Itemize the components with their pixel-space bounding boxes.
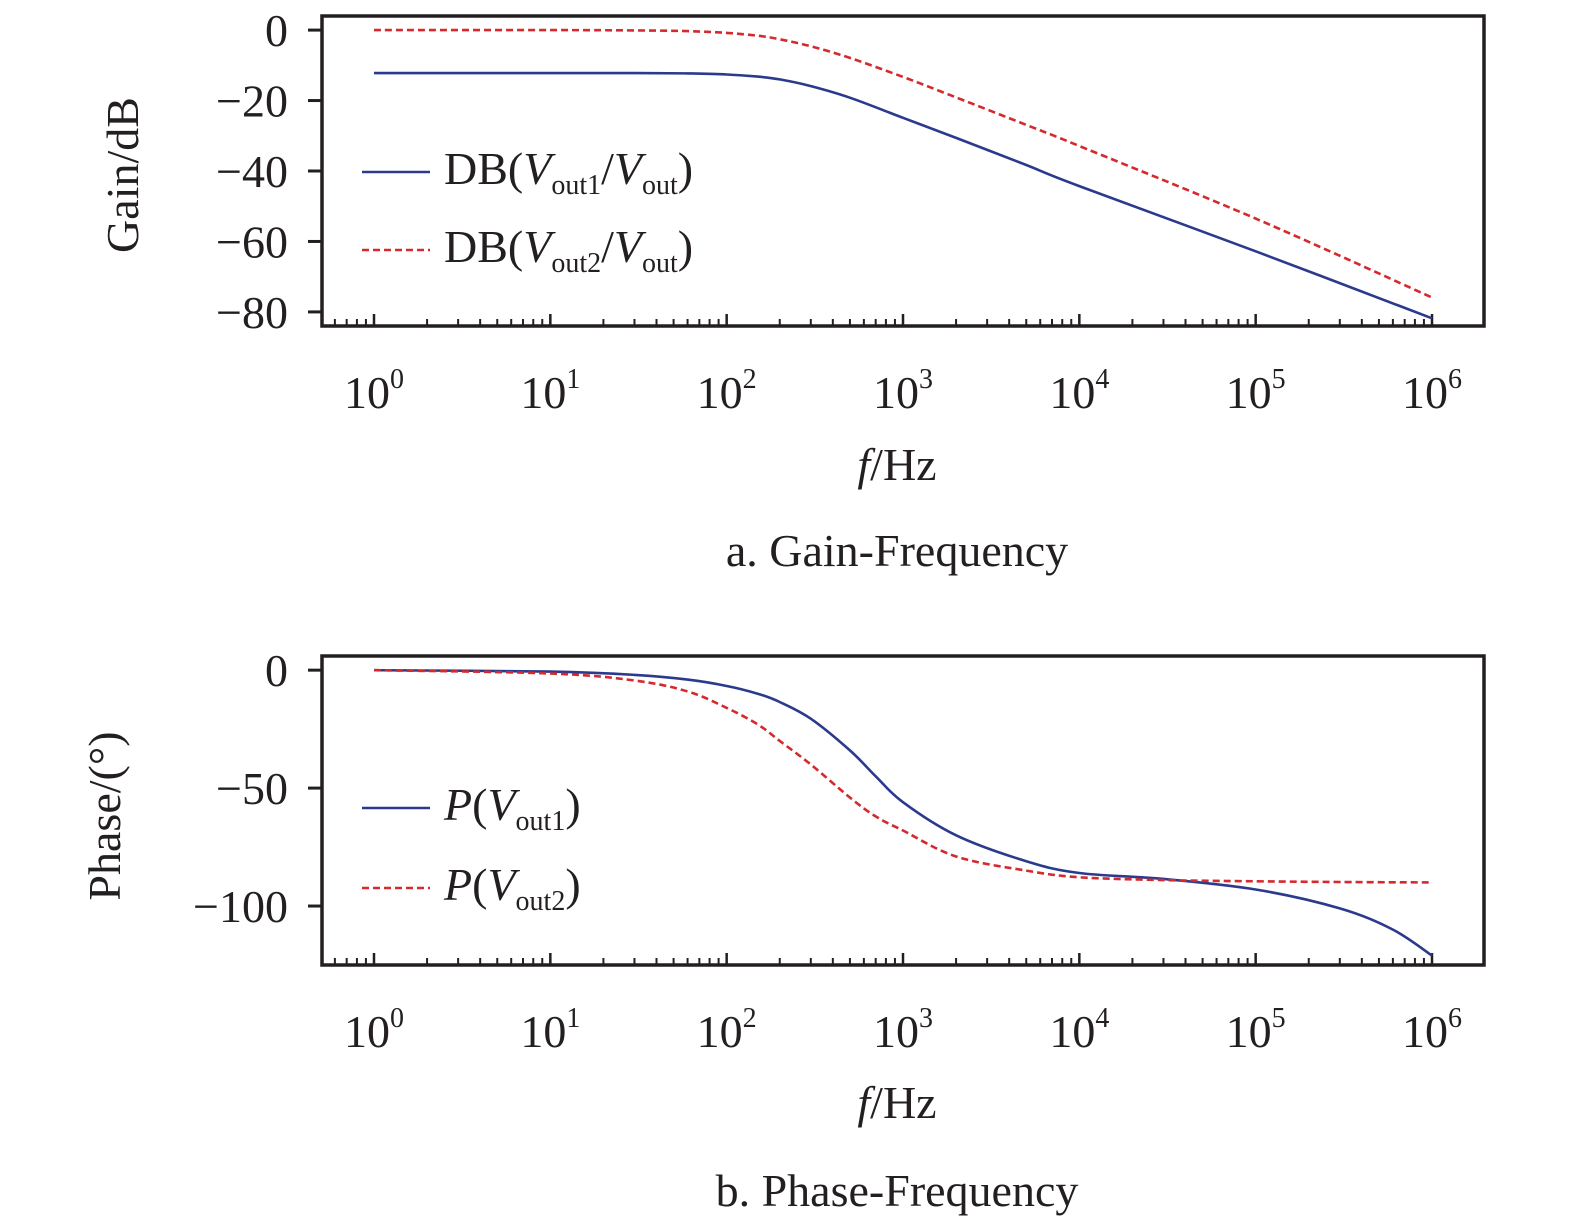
y-axis-label: Gain/dB	[97, 97, 148, 253]
x-tick-exponent: 3	[919, 364, 933, 395]
legend-close: )	[565, 779, 580, 830]
x-tick-base: 10	[344, 367, 390, 418]
x-tick-exponent: 0	[390, 1003, 404, 1034]
phase-frequency-chart: 100 101 102 103 104 105 1060−50−100Phase/(°)f/…	[79, 645, 1486, 1216]
x-tick-exponent: 5	[1272, 1003, 1286, 1034]
x-tick-label: 103	[873, 1003, 933, 1057]
y-tick-label: −40	[216, 146, 288, 197]
legend-var: V	[523, 221, 556, 272]
legend-close: )	[678, 143, 693, 194]
x-tick-base: 10	[1049, 1006, 1095, 1057]
x-tick-label: 101	[520, 1003, 580, 1057]
y-axis-label: Phase/(°)	[79, 731, 130, 900]
y-tick-label: −20	[216, 76, 288, 127]
y-tick-label: −60	[216, 216, 288, 267]
x-tick-label: 100	[344, 1003, 404, 1057]
y-tick-label: −100	[193, 881, 288, 932]
chart-caption: a. Gain-Frequency	[726, 525, 1068, 576]
x-tick-base: 10	[344, 1006, 390, 1057]
x-tick-label: 106	[1402, 364, 1462, 418]
legend-label-2: DB(Vout2/Vout)	[444, 221, 693, 279]
x-tick-label: 104	[1049, 364, 1109, 418]
legend-open: (	[472, 779, 487, 830]
x-axis-ticks	[333, 314, 1434, 326]
x-tick-exponent: 1	[566, 364, 580, 395]
x-axis-ticks	[333, 953, 1434, 965]
y-tick-label: −80	[216, 287, 288, 338]
y-tick-label: −50	[216, 763, 288, 814]
x-tick-base: 10	[1402, 1006, 1448, 1057]
series-line-1	[373, 668, 1433, 957]
legend-func: P	[443, 779, 472, 830]
x-axis-label: f/Hz	[857, 439, 936, 490]
legend-var: V	[487, 859, 520, 910]
legend-close: )	[678, 221, 693, 272]
legend-var: V	[523, 143, 556, 194]
legend-label-2: P(Vout2)	[443, 859, 581, 917]
x-axis-label-unit: /Hz	[870, 1077, 936, 1128]
chart-caption: b. Phase-Frequency	[716, 1165, 1079, 1216]
x-tick-exponent: 2	[743, 364, 757, 395]
x-tick-base: 10	[697, 1006, 743, 1057]
x-tick-exponent: 6	[1448, 1003, 1462, 1034]
legend-prefix: DB(	[444, 143, 523, 194]
legend-subscript: out	[642, 170, 678, 201]
x-axis-label: f/Hz	[857, 1077, 936, 1128]
x-tick-base: 10	[520, 367, 566, 418]
legend-func: P	[443, 859, 472, 910]
x-axis-label-unit: /Hz	[870, 439, 936, 490]
x-tick-exponent: 4	[1095, 364, 1109, 395]
legend-subscript: out1	[516, 806, 566, 837]
x-tick-label: 102	[697, 1003, 757, 1057]
x-tick-exponent: 1	[566, 1003, 580, 1034]
legend-subscript: out2	[551, 248, 601, 279]
legend-prefix: DB(	[444, 221, 523, 272]
legend-label-1: P(Vout1)	[443, 779, 581, 837]
x-tick-exponent: 2	[743, 1003, 757, 1034]
legend-open: (	[472, 859, 487, 910]
x-tick-label: 103	[873, 364, 933, 418]
x-tick-label: 102	[697, 364, 757, 418]
legend-subscript: out	[642, 248, 678, 279]
legend-var: V	[487, 779, 520, 830]
x-tick-base: 10	[520, 1006, 566, 1057]
x-tick-exponent: 6	[1448, 364, 1462, 395]
x-tick-exponent: 3	[919, 1003, 933, 1034]
legend-var: V	[614, 143, 647, 194]
legend-close: )	[565, 859, 580, 910]
gain-frequency-chart: 100 101 102 103 104 105 1060−20−40−60−80Gain/d…	[97, 5, 1486, 576]
x-tick-base: 10	[873, 367, 919, 418]
legend-slash: /	[601, 221, 614, 272]
x-tick-label: 104	[1049, 1003, 1109, 1057]
x-tick-base: 10	[697, 367, 743, 418]
x-tick-label: 106	[1402, 1003, 1462, 1057]
x-tick-base: 10	[1402, 367, 1448, 418]
x-tick-base: 10	[1226, 367, 1272, 418]
x-tick-base: 10	[873, 1006, 919, 1057]
legend-label-1: DB(Vout1/Vout)	[444, 143, 693, 201]
y-tick-label: 0	[265, 645, 288, 696]
x-tick-label: 105	[1226, 1003, 1286, 1057]
legend-subscript: out2	[516, 886, 566, 917]
x-tick-base: 10	[1049, 367, 1095, 418]
legend-var: V	[614, 221, 647, 272]
legend-slash: /	[601, 143, 614, 194]
x-tick-exponent: 4	[1095, 1003, 1109, 1034]
series-line-1	[374, 71, 1433, 320]
x-tick-exponent: 5	[1272, 364, 1286, 395]
x-tick-exponent: 0	[390, 364, 404, 395]
x-tick-label: 105	[1226, 364, 1286, 418]
x-tick-base: 10	[1226, 1006, 1272, 1057]
x-tick-label: 101	[520, 364, 580, 418]
x-tick-label: 100	[344, 364, 404, 418]
series-line-2	[373, 668, 1433, 884]
y-tick-label: 0	[265, 5, 288, 56]
legend-subscript: out1	[551, 170, 601, 201]
